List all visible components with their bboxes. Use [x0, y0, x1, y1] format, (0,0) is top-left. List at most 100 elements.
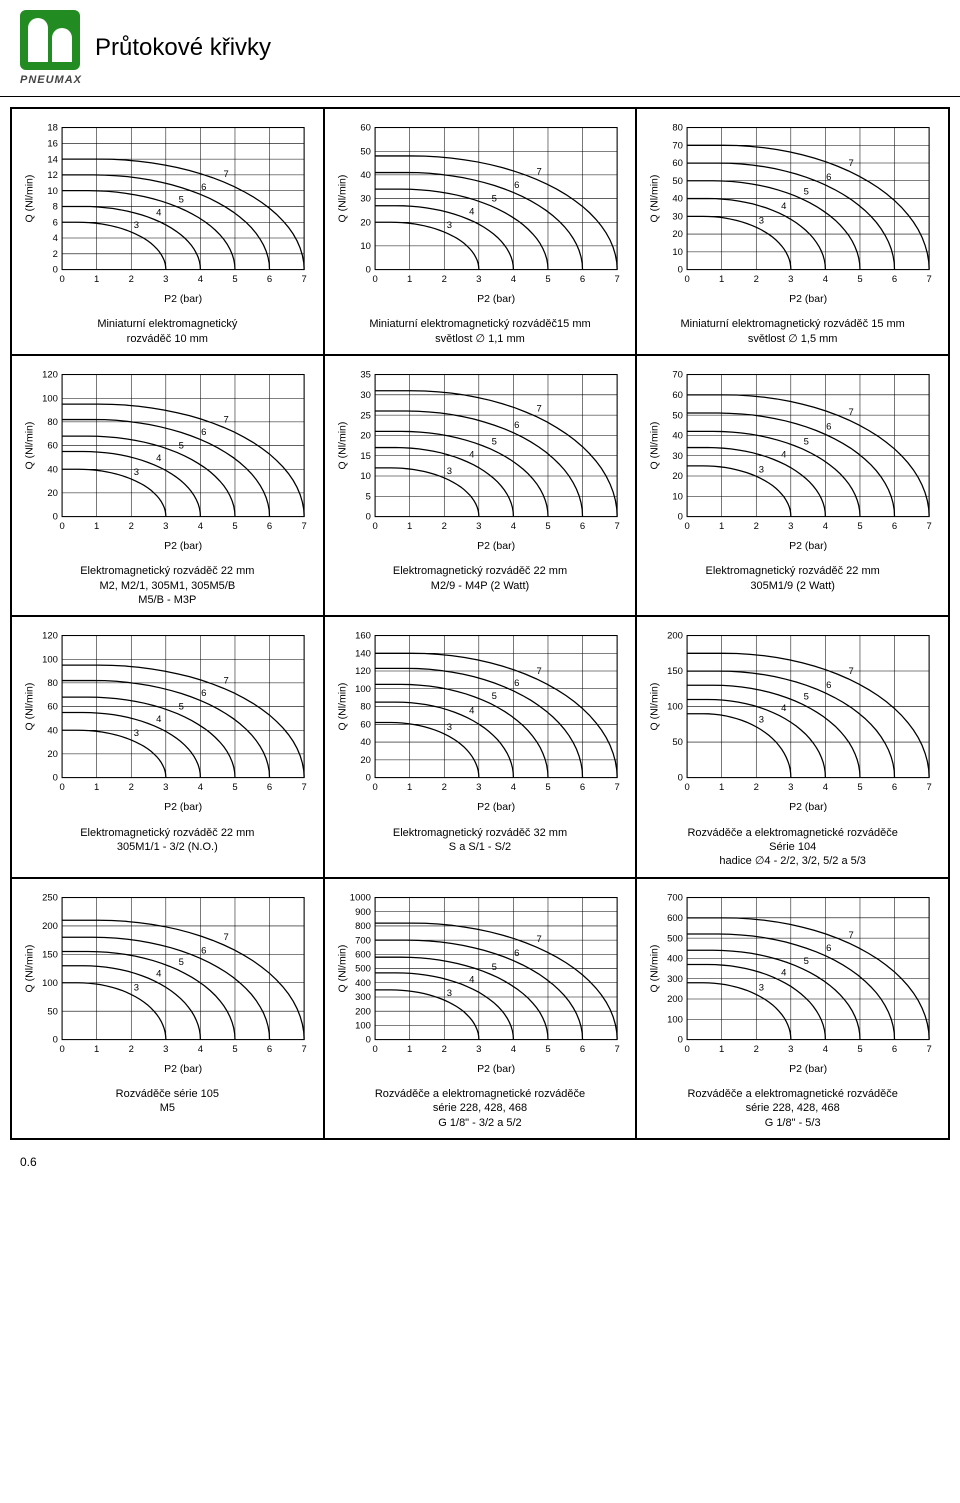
svg-text:0: 0: [678, 265, 683, 276]
svg-text:20: 20: [360, 217, 371, 228]
chart-caption: Rozváděče a elektromagnetické rozváděčeS…: [687, 826, 897, 869]
chart-cell: 01234567010203040506034567P2 (bar)Q (Nl/…: [324, 108, 637, 355]
svg-text:2: 2: [441, 521, 446, 532]
svg-text:Q (Nl/min): Q (Nl/min): [24, 683, 36, 731]
svg-text:0: 0: [59, 783, 64, 794]
svg-text:4: 4: [156, 453, 161, 464]
flow-chart: 0123456702040608010012034567P2 (bar)Q (N…: [20, 625, 315, 819]
chart-cell: 0123456702040608010012034567P2 (bar)Q (N…: [11, 616, 324, 877]
flow-chart: 0123456702040608010012014016034567P2 (ba…: [333, 625, 628, 819]
svg-text:2: 2: [129, 521, 134, 532]
svg-text:700: 700: [355, 935, 371, 946]
svg-text:10: 10: [360, 241, 371, 252]
svg-text:6: 6: [267, 1044, 272, 1055]
svg-text:150: 150: [42, 949, 58, 960]
svg-text:40: 40: [47, 726, 58, 737]
svg-text:Q (Nl/min): Q (Nl/min): [649, 175, 661, 223]
flow-chart: 0123456705010015020025034567P2 (bar)Q (N…: [20, 887, 315, 1081]
svg-text:0: 0: [59, 1044, 64, 1055]
svg-text:1: 1: [94, 1044, 99, 1055]
svg-text:2: 2: [754, 783, 759, 794]
svg-text:7: 7: [849, 930, 854, 941]
svg-text:25: 25: [360, 410, 371, 421]
svg-text:0: 0: [53, 512, 58, 523]
svg-text:300: 300: [667, 974, 683, 985]
svg-text:6: 6: [514, 948, 519, 959]
svg-text:2: 2: [754, 1044, 759, 1055]
svg-text:7: 7: [224, 169, 229, 180]
svg-text:7: 7: [849, 407, 854, 418]
chart-cell: 0123456702040608010012034567P2 (bar)Q (N…: [11, 355, 324, 616]
flow-chart: 01234567010020030040050060070034567P2 (b…: [645, 887, 940, 1081]
svg-text:1: 1: [94, 783, 99, 794]
svg-text:5: 5: [491, 961, 496, 972]
svg-text:P2 (bar): P2 (bar): [789, 1063, 827, 1075]
svg-text:5: 5: [232, 274, 237, 285]
svg-text:100: 100: [42, 978, 58, 989]
svg-text:Q (Nl/min): Q (Nl/min): [24, 175, 36, 223]
svg-text:500: 500: [667, 933, 683, 944]
svg-text:4: 4: [156, 714, 161, 725]
svg-text:10: 10: [47, 186, 58, 197]
svg-text:10: 10: [360, 471, 371, 482]
svg-text:10: 10: [673, 491, 684, 502]
svg-text:5: 5: [858, 521, 863, 532]
svg-text:30: 30: [673, 211, 684, 222]
svg-text:Q (Nl/min): Q (Nl/min): [336, 944, 348, 992]
svg-text:6: 6: [580, 1044, 585, 1055]
svg-text:7: 7: [224, 414, 229, 425]
svg-text:P2 (bar): P2 (bar): [164, 293, 202, 305]
svg-text:300: 300: [355, 992, 371, 1003]
svg-text:0: 0: [53, 773, 58, 784]
svg-text:3: 3: [163, 521, 168, 532]
svg-text:20: 20: [47, 749, 58, 760]
svg-text:600: 600: [355, 949, 371, 960]
svg-text:P2 (bar): P2 (bar): [789, 540, 827, 552]
svg-text:6: 6: [267, 521, 272, 532]
svg-text:5: 5: [232, 1044, 237, 1055]
svg-text:3: 3: [476, 274, 481, 285]
chart-caption: Rozváděče a elektromagnetické rozváděčes…: [375, 1087, 585, 1130]
svg-text:6: 6: [892, 274, 897, 285]
svg-text:P2 (bar): P2 (bar): [477, 1063, 515, 1075]
svg-text:60: 60: [673, 390, 684, 401]
svg-text:7: 7: [224, 676, 229, 687]
svg-text:4: 4: [198, 274, 203, 285]
svg-text:1: 1: [94, 521, 99, 532]
svg-text:0: 0: [365, 773, 370, 784]
svg-text:2: 2: [129, 1044, 134, 1055]
svg-text:0: 0: [685, 783, 690, 794]
svg-text:5: 5: [545, 783, 550, 794]
svg-text:3: 3: [789, 783, 794, 794]
chart-cell: 01234567010020030040050060070034567P2 (b…: [636, 878, 949, 1139]
svg-text:0: 0: [372, 1044, 377, 1055]
svg-text:5: 5: [804, 436, 809, 447]
svg-text:80: 80: [673, 123, 684, 134]
svg-text:20: 20: [673, 229, 684, 240]
svg-text:40: 40: [673, 194, 684, 205]
svg-text:4: 4: [781, 967, 786, 978]
svg-text:100: 100: [667, 1014, 683, 1025]
svg-text:10: 10: [673, 247, 684, 258]
chart-cell: 0123456701002003004005006007008009001000…: [324, 878, 637, 1139]
chart-caption: Elektromagnetický rozváděč 22 mmM2, M2/1…: [80, 564, 254, 607]
svg-text:200: 200: [355, 1006, 371, 1017]
chart-cell: 0123456702040608010012014016034567P2 (ba…: [324, 616, 637, 877]
chart-cell: 012345670102030405060708034567P2 (bar)Q …: [636, 108, 949, 355]
svg-text:P2 (bar): P2 (bar): [477, 802, 515, 814]
svg-text:1000: 1000: [349, 892, 370, 903]
svg-text:0: 0: [678, 773, 683, 784]
svg-text:3: 3: [134, 728, 139, 739]
svg-text:0: 0: [365, 1034, 370, 1045]
svg-text:6: 6: [580, 274, 585, 285]
svg-text:500: 500: [355, 963, 371, 974]
brand-name: PNEUMAX: [20, 74, 95, 86]
svg-text:5: 5: [858, 783, 863, 794]
svg-text:7: 7: [614, 274, 619, 285]
page-header: PNEUMAX Průtokové křivky: [0, 0, 960, 97]
svg-text:3: 3: [476, 783, 481, 794]
svg-text:7: 7: [536, 934, 541, 945]
svg-text:70: 70: [673, 370, 684, 381]
svg-text:6: 6: [53, 217, 58, 228]
svg-text:0: 0: [365, 265, 370, 276]
